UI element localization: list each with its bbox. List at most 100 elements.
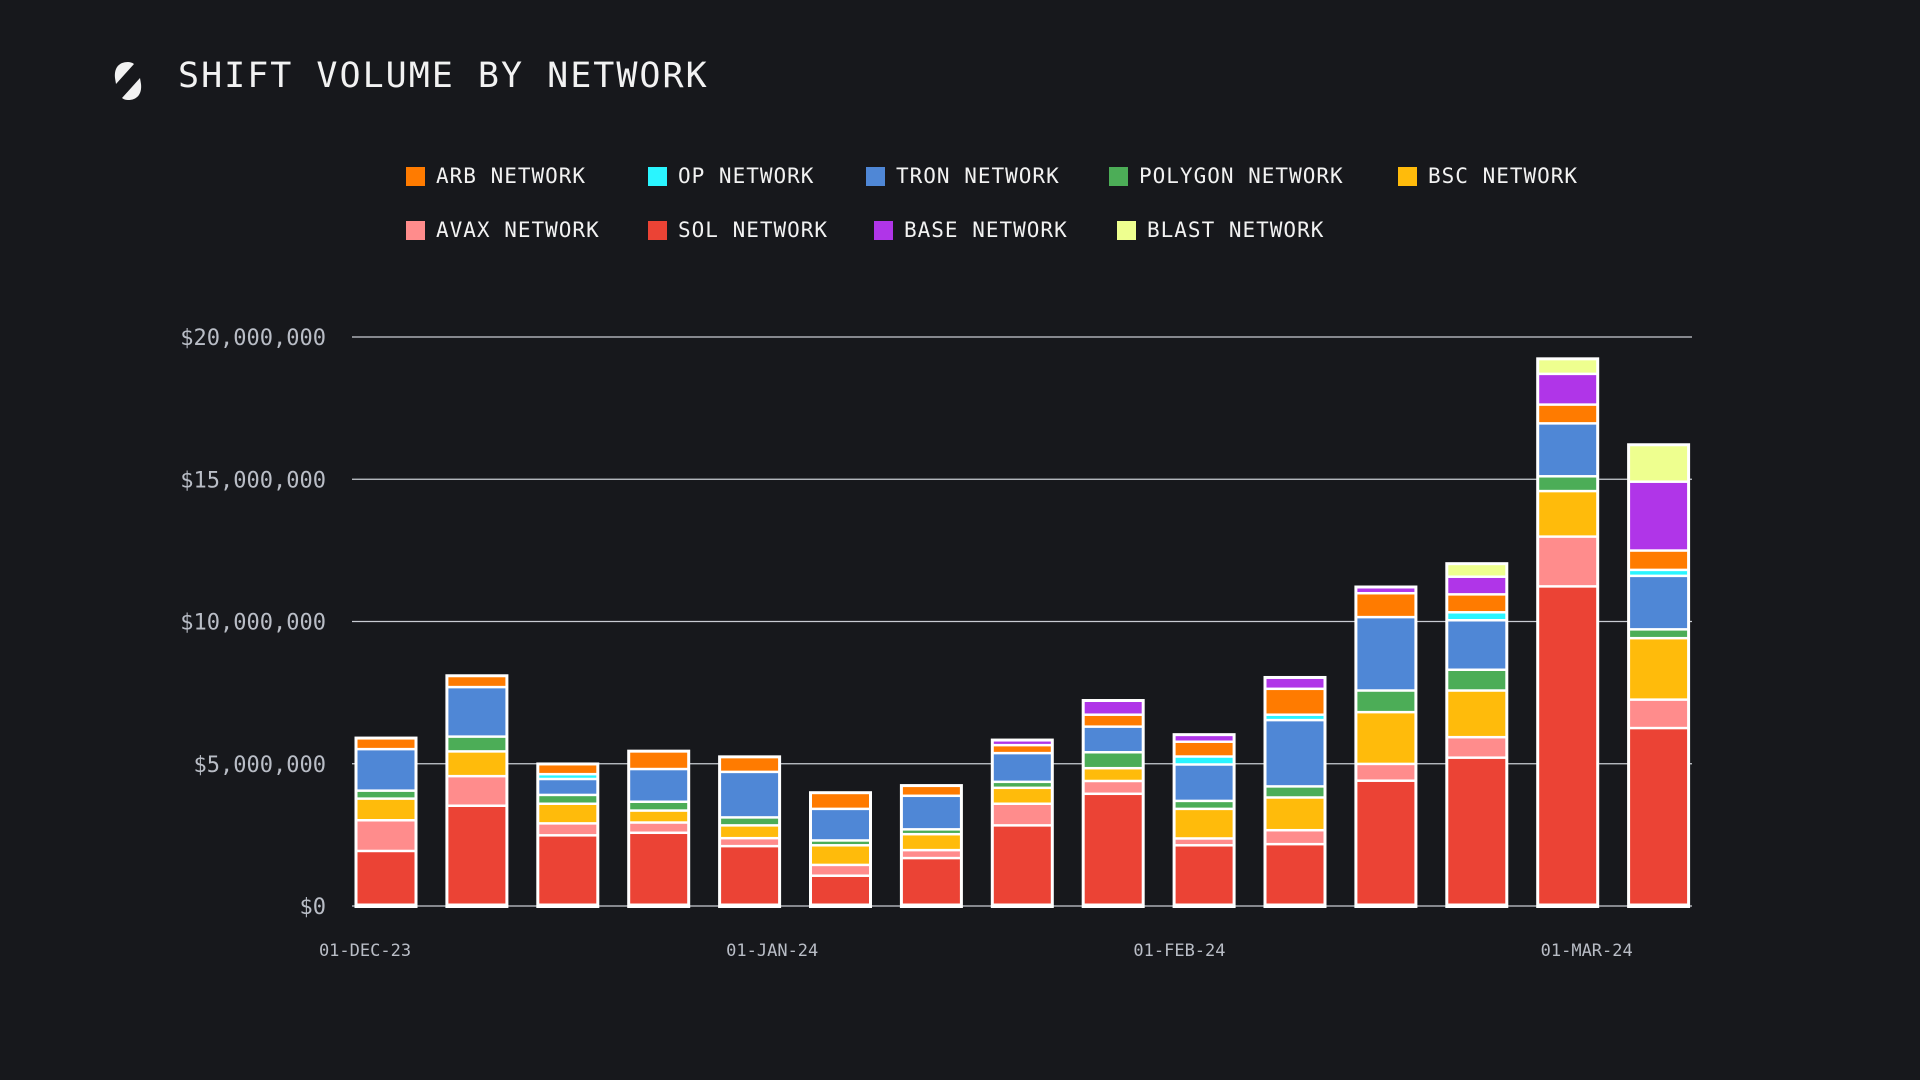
bar-segment-tron xyxy=(630,770,688,801)
bar-segment-sol xyxy=(1630,729,1688,904)
bar-segment-arb xyxy=(539,765,597,773)
bar-segment-arb xyxy=(1357,594,1415,616)
bar-segment-polygon xyxy=(539,796,597,803)
legend-item-avax[interactable]: AVAX NETWORK xyxy=(406,216,600,244)
bar-segment-arb xyxy=(721,758,779,771)
bar-outline xyxy=(1081,699,1145,908)
bar-segment-bsc xyxy=(1630,639,1688,699)
legend-label: POLYGON NETWORK xyxy=(1139,164,1344,188)
legend-item-tron[interactable]: TRON NETWORK xyxy=(866,162,1060,190)
bar-segment-avax xyxy=(539,824,597,835)
bar-segment-avax xyxy=(1266,831,1324,843)
bar-stack xyxy=(627,749,691,908)
bar-segment-base xyxy=(1357,588,1415,592)
bar-segment-base xyxy=(1539,375,1597,404)
bar-outline xyxy=(1172,733,1236,908)
bar-segment-avax xyxy=(357,821,415,850)
bar-segment-avax xyxy=(1084,782,1142,793)
bar-segment-bsc xyxy=(1266,798,1324,829)
legend-label: SOL NETWORK xyxy=(678,218,829,242)
legend-item-bsc[interactable]: BSC NETWORK xyxy=(1398,162,1578,190)
legend-label: ARB NETWORK xyxy=(436,164,587,188)
bar-stack xyxy=(1172,733,1236,908)
bar-segment-base xyxy=(1084,702,1142,714)
bar-outline xyxy=(1627,443,1691,908)
bar-segment-sol xyxy=(630,834,688,904)
bar-segment-tron xyxy=(1539,424,1597,476)
bar-segment-avax xyxy=(1539,537,1597,586)
bar-segment-bsc xyxy=(993,789,1051,803)
bar-outline xyxy=(536,762,600,908)
legend-item-op[interactable]: OP NETWORK xyxy=(648,162,814,190)
bar-stack xyxy=(809,791,872,908)
bar-stack xyxy=(1081,699,1145,908)
bar-segment-tron xyxy=(1448,621,1506,669)
legend-swatch xyxy=(874,220,893,240)
bar-segment-tron xyxy=(357,750,415,790)
bar-segment-arb xyxy=(630,752,688,768)
legend-label: BASE NETWORK xyxy=(904,218,1068,242)
bar-segment-bsc xyxy=(1084,769,1142,780)
bar-segment-arb xyxy=(812,794,869,808)
legend-swatch xyxy=(1117,220,1136,240)
bar-segment-sol xyxy=(448,806,506,904)
bar-segment-arb xyxy=(902,787,960,795)
bar-segment-arb xyxy=(1266,690,1324,714)
bar-segment-sol xyxy=(1266,845,1324,904)
bar-segment-avax xyxy=(630,823,688,832)
bar-segment-avax xyxy=(1448,738,1506,757)
legend-swatch xyxy=(648,220,667,240)
legend-item-arb[interactable]: ARB NETWORK xyxy=(406,162,586,190)
y-tick-label: $0 xyxy=(300,895,327,920)
bar-segment-arb xyxy=(1175,742,1233,756)
legend-item-blast[interactable]: BLAST NETWORK xyxy=(1117,216,1324,244)
bar-segment-sol xyxy=(1448,758,1506,904)
bar-stack xyxy=(1627,443,1691,908)
bar-segment-tron xyxy=(1630,577,1688,629)
legend-item-base[interactable]: BASE NETWORK xyxy=(874,216,1068,244)
bar-segment-sol xyxy=(1357,781,1415,904)
bar-segment-op xyxy=(1448,613,1506,619)
x-tick-label: 01-DEC-23 xyxy=(319,941,411,961)
bar-segment-arb xyxy=(993,746,1051,752)
bar-outline xyxy=(990,738,1054,908)
legend-item-sol[interactable]: SOL NETWORK xyxy=(648,216,828,244)
bar-segment-polygon xyxy=(357,791,415,798)
bar-segment-tron xyxy=(993,754,1051,781)
bar-stack xyxy=(718,755,782,908)
bar-segment-polygon xyxy=(1357,691,1415,711)
x-tick-label: 01-MAR-24 xyxy=(1541,941,1633,961)
bar-segment-op xyxy=(1175,757,1233,764)
legend-item-polygon[interactable]: POLYGON NETWORK xyxy=(1109,162,1344,190)
bar-segment-sol xyxy=(539,836,597,904)
legend-row-1: ARB NETWORK OP NETWORK TRON NETWORK POLY… xyxy=(406,162,1706,216)
bar-segment-bsc xyxy=(448,752,506,775)
bar-segment-bsc xyxy=(812,846,869,864)
bar-segment-polygon xyxy=(1175,802,1233,808)
y-tick-label: $15,000,000 xyxy=(180,468,326,493)
bar-segment-sol xyxy=(812,876,869,904)
bar-segment-base xyxy=(993,741,1051,744)
chart-title: SHIFT VOLUME BY NETWORK xyxy=(178,56,709,96)
bar-segment-tron xyxy=(448,688,506,736)
bar-segment-polygon xyxy=(721,818,779,825)
bar-segment-polygon xyxy=(448,737,506,751)
bar-segment-arb xyxy=(1448,595,1506,612)
legend-label: TRON NETWORK xyxy=(896,164,1060,188)
bar-segment-arb xyxy=(1539,405,1597,423)
legend-swatch xyxy=(406,166,425,186)
bar-segment-avax xyxy=(1357,765,1415,780)
bar-segment-bsc xyxy=(357,799,415,820)
bar-stack xyxy=(899,784,963,908)
bar-segment-polygon xyxy=(993,783,1051,787)
bar-segment-tron xyxy=(721,773,779,817)
bar-segment-bsc xyxy=(1175,810,1233,838)
bar-segment-polygon xyxy=(812,841,869,845)
bar-segment-avax xyxy=(1175,839,1233,845)
legend-label: OP NETWORK xyxy=(678,164,815,188)
bar-stack xyxy=(1536,357,1600,909)
legend-swatch xyxy=(1398,166,1417,186)
bar-segment-polygon xyxy=(1630,630,1688,637)
bar-segment-sol xyxy=(1539,587,1597,904)
legend-swatch xyxy=(648,166,667,186)
